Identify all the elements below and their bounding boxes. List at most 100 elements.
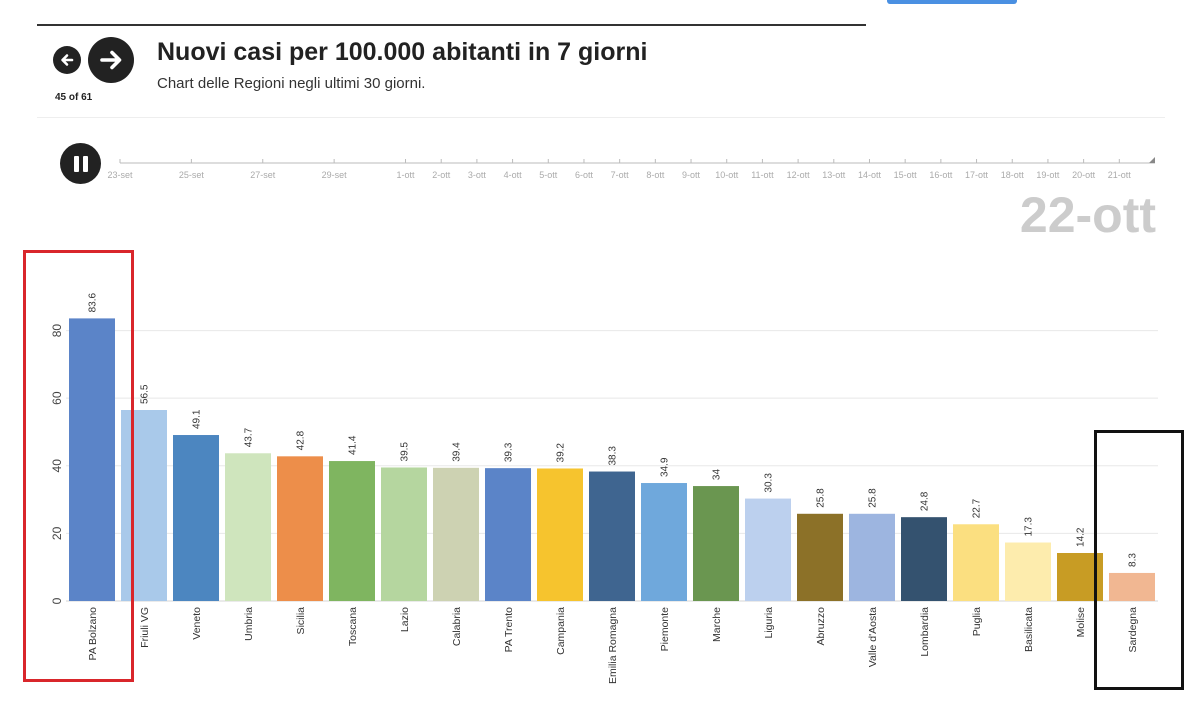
bar-value-label: 17.3	[1024, 517, 1035, 537]
timeline-tick-label[interactable]: 10-ott	[715, 170, 739, 180]
timeline-tick-label[interactable]: 7-ott	[611, 170, 630, 180]
timeline-tick-label[interactable]: 18-ott	[1001, 170, 1025, 180]
timeline-tick-label[interactable]: 19-ott	[1036, 170, 1060, 180]
bar-value-label: 83.6	[88, 292, 99, 312]
next-button[interactable]	[88, 37, 134, 83]
timeline-slider[interactable]: 23-set 25-set 27-set 29-set 1-ott 2-ott 3-ott 4…	[0, 150, 1200, 190]
bar-value-label: 34	[712, 469, 723, 481]
bar[interactable]	[381, 467, 427, 601]
bar[interactable]	[849, 513, 895, 601]
bar-value-label: 39.2	[556, 443, 567, 463]
previous-button[interactable]	[53, 46, 81, 74]
x-tick-label: Lombardia	[919, 607, 931, 657]
x-tick-label: Friuli VG	[139, 607, 151, 648]
x-tick-label: Sardegna	[1127, 607, 1139, 653]
x-tick-label: Puglia	[971, 607, 983, 636]
timeline-tick-label[interactable]: 6-ott	[575, 170, 594, 180]
bar[interactable]	[329, 461, 375, 601]
bar[interactable]	[953, 524, 999, 601]
y-tick-label: 80	[50, 324, 64, 338]
bar-value-label: 39.3	[504, 442, 515, 462]
bar[interactable]	[641, 483, 687, 601]
bar-value-label: 38.3	[608, 446, 619, 466]
x-tick-label: Basilicata	[1023, 607, 1035, 652]
timeline-tick-label[interactable]: 11-ott	[751, 170, 774, 180]
timeline-tick-label[interactable]: 8-ott	[646, 170, 665, 180]
timeline-tick-label[interactable]: 12-ott	[787, 170, 811, 180]
x-tick-label: Sicilia	[295, 607, 307, 635]
bar-value-label: 43.7	[244, 427, 255, 447]
timeline-tick-label[interactable]: 20-ott	[1072, 170, 1096, 180]
x-tick-label: Veneto	[191, 607, 203, 640]
bar-value-label: 25.8	[868, 488, 879, 508]
timeline-tick-label[interactable]: 2-ott	[432, 170, 451, 180]
bar[interactable]	[901, 517, 947, 601]
bar[interactable]	[745, 498, 791, 601]
timeline-tick-label[interactable]: 21-ott	[1108, 170, 1132, 180]
y-tick-label: 60	[50, 391, 64, 405]
timeline-tick-label[interactable]: 1-ott	[397, 170, 416, 180]
bar-value-label: 30.3	[764, 473, 775, 493]
x-tick-label: Abruzzo	[815, 607, 827, 646]
bar[interactable]	[537, 468, 583, 601]
timeline-tick-label[interactable]: 16-ott	[929, 170, 953, 180]
x-tick-label: Lazio	[399, 607, 411, 632]
bar[interactable]	[433, 467, 479, 601]
bar[interactable]	[1005, 542, 1051, 601]
x-tick-label: Calabria	[451, 607, 463, 646]
bar-value-label: 8.3	[1128, 553, 1139, 567]
bar[interactable]	[277, 456, 323, 601]
bar[interactable]	[69, 318, 115, 601]
y-tick-label: 40	[50, 459, 64, 473]
timeline-handle[interactable]	[1149, 157, 1155, 163]
x-tick-label: Valle d'Aosta	[867, 607, 879, 667]
bar-value-label: 34.9	[660, 457, 671, 477]
timeline-tick-label[interactable]: 3-ott	[468, 170, 487, 180]
bar-value-label: 22.7	[972, 498, 983, 518]
highlight-box-red	[23, 250, 134, 682]
divider	[37, 117, 1165, 118]
top-tab[interactable]	[887, 0, 1017, 4]
top-rule	[37, 24, 866, 26]
timeline-tick-label[interactable]: 29-set	[322, 170, 348, 180]
x-tick-label: Marche	[711, 607, 723, 642]
x-tick-label: Molise	[1075, 607, 1087, 638]
bar[interactable]	[1109, 572, 1155, 601]
pause-button[interactable]	[60, 143, 101, 184]
timeline-tick-label[interactable]: 14-ott	[858, 170, 882, 180]
page-subtitle: Chart delle Regioni negli ultimi 30 gior…	[157, 75, 426, 92]
timeline-tick-label[interactable]: 27-set	[250, 170, 276, 180]
timeline-tick-label[interactable]: 5-ott	[539, 170, 558, 180]
x-tick-label: Umbria	[243, 607, 255, 641]
bar-value-label: 42.8	[296, 430, 307, 450]
timeline-tick-label[interactable]: 15-ott	[894, 170, 918, 180]
bar-value-label: 56.5	[140, 384, 151, 404]
bar[interactable]	[121, 410, 167, 601]
bar-value-label: 39.4	[452, 442, 463, 462]
bar-value-label: 41.4	[348, 435, 359, 455]
timeline-tick-label[interactable]: 4-ott	[504, 170, 523, 180]
bar[interactable]	[589, 471, 635, 601]
bar[interactable]	[173, 435, 219, 601]
timeline-tick-label[interactable]: 25-set	[179, 170, 205, 180]
x-tick-label: Piemonte	[659, 607, 671, 652]
bar[interactable]	[693, 486, 739, 601]
timeline-tick-label[interactable]: 9-ott	[682, 170, 701, 180]
current-date-label: 22-ott	[1019, 187, 1156, 243]
x-tick-label: PA Bolzano	[87, 607, 99, 661]
bar[interactable]	[485, 468, 531, 601]
arrow-left-icon	[61, 54, 74, 66]
bar-value-label: 25.8	[816, 488, 827, 508]
timeline-tick-label[interactable]: 13-ott	[822, 170, 846, 180]
y-tick-label: 0	[50, 597, 64, 604]
x-tick-label: Toscana	[347, 607, 359, 646]
bar[interactable]	[225, 453, 271, 601]
x-tick-label: Emilia Romagna	[607, 607, 619, 684]
slide-counter: 45 of 61	[55, 92, 93, 103]
timeline-tick-label[interactable]: 23-set	[107, 170, 133, 180]
timeline-tick-label[interactable]: 17-ott	[965, 170, 989, 180]
arrow-right-icon	[100, 50, 122, 70]
bar[interactable]	[797, 513, 843, 601]
bar-value-label: 14.2	[1076, 527, 1087, 547]
